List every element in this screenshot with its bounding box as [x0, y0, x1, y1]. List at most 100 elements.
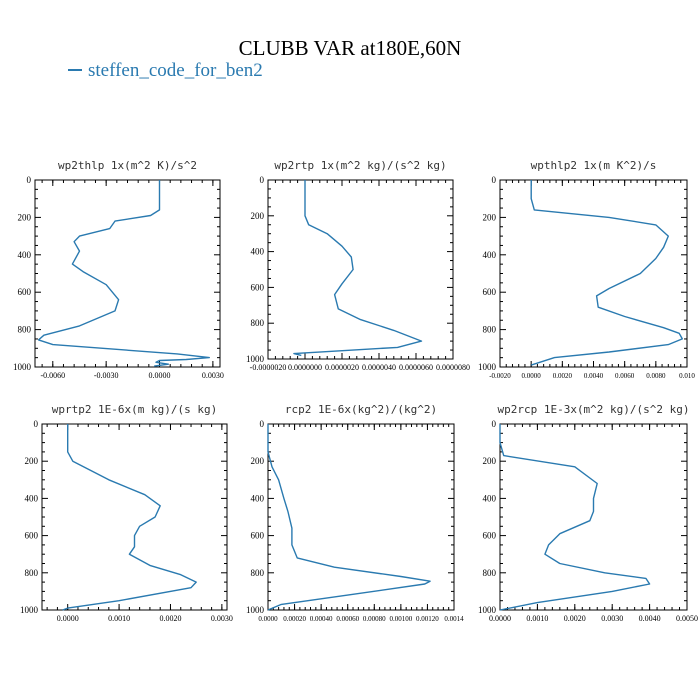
x-tick-label: 0.0014	[444, 615, 464, 623]
y-tick-label: 600	[18, 287, 32, 297]
panel-title: wprtp2 1E-6x(m kg)/(s kg)	[52, 403, 218, 416]
plot-frame	[499, 423, 688, 611]
x-tick-label: -0.0020	[489, 372, 511, 380]
series-line	[293, 180, 423, 357]
y-tick-label: 800	[483, 325, 497, 335]
x-tick-label: 0.0020	[564, 614, 586, 623]
y-tick-label: 0	[492, 419, 497, 429]
plot-frame	[41, 423, 228, 611]
x-tick-label: 0.0000	[522, 372, 542, 380]
y-tick-label: 1000	[13, 362, 32, 372]
x-tick-label: -0.0000020	[250, 363, 287, 372]
x-tick-label: 0.00040	[310, 615, 333, 623]
x-tick-label: 0.0000	[258, 615, 278, 623]
y-tick-label: 200	[251, 211, 265, 221]
y-tick-label: 600	[251, 531, 265, 541]
legend-line-swatch	[68, 68, 82, 71]
x-tick-label: 0.0000	[149, 371, 171, 380]
y-tick-label: 200	[25, 456, 39, 466]
x-tick-label: 0.0050	[676, 614, 698, 623]
x-tick-label: 0.0010	[108, 614, 130, 623]
y-tick-label: 1000	[478, 605, 497, 615]
x-tick-label: 0.00060	[336, 615, 359, 623]
y-tick-label: 200	[483, 212, 497, 222]
plot-frame	[34, 179, 221, 368]
y-tick-label: 600	[251, 282, 265, 292]
x-tick-label: 0.0000	[57, 614, 79, 623]
x-tick-label: 0.010	[679, 372, 695, 380]
y-tick-label: 0	[492, 175, 497, 185]
x-tick-label: 0.0030	[211, 614, 233, 623]
plot-frame	[267, 423, 455, 611]
x-tick-label: 0.0030	[202, 371, 224, 380]
x-tick-label: 0.0040	[584, 372, 604, 380]
y-tick-label: 200	[251, 456, 265, 466]
x-tick-label: 0.0000000	[288, 363, 322, 372]
chart-panel-2: wp2rtp 1x(m^2 kg)/(s^2 kg) 0 200 400 600 800 1…	[246, 159, 470, 372]
x-tick-label: 0.0040	[639, 614, 661, 623]
y-tick-label: 0	[27, 175, 32, 185]
x-tick-label: 0.0000080	[436, 363, 470, 372]
x-tick-label: 0.00080	[363, 615, 386, 623]
series-line	[530, 180, 683, 366]
chart-panel-1: wp2thlp 1x(m^2 K)/s^2 0 200 400 600 800 1000 -0…	[13, 159, 224, 380]
y-tick-label: 1000	[246, 354, 265, 364]
y-tick-label: 200	[483, 456, 497, 466]
y-tick-label: 600	[483, 287, 497, 297]
chart-panel-3: wpthlp2 1x(m K^2)/s 0 200 400 600 800 1000-0.0…	[478, 159, 695, 380]
x-tick-label: 0.00120	[416, 615, 439, 623]
y-tick-label: 400	[483, 493, 497, 503]
y-tick-label: 400	[251, 493, 265, 503]
x-tick-label: -0.0030	[94, 371, 119, 380]
series-line	[267, 424, 431, 611]
y-tick-label: 1000	[246, 605, 265, 615]
x-tick-label: 0.0080	[646, 372, 666, 380]
x-tick-label: 0.0020	[159, 614, 181, 623]
x-tick-label: -0.0060	[40, 371, 65, 380]
y-tick-label: 800	[18, 325, 32, 335]
panel-title: wp2rtp 1x(m^2 kg)/(s^2 kg)	[274, 159, 446, 172]
x-tick-label: 0.0020	[553, 372, 573, 380]
y-tick-label: 1000	[478, 362, 497, 372]
x-tick-label: 0.0000040	[362, 363, 396, 372]
y-tick-label: 800	[251, 318, 265, 328]
series-line	[37, 180, 211, 367]
x-tick-label: 0.0000060	[399, 363, 433, 372]
chart-panel-4: wprtp2 1E-6x(m kg)/(s kg) 0 200 400 600 800 10…	[20, 403, 233, 623]
y-tick-label: 800	[251, 568, 265, 578]
panel-title: wp2rcp 1E-3x(m^2 kg)/(s^2 kg)	[497, 403, 689, 416]
y-tick-label: 600	[25, 531, 39, 541]
x-tick-label: 0.0000	[489, 614, 511, 623]
y-tick-label: 800	[25, 568, 39, 578]
panel-title: wpthlp2 1x(m K^2)/s	[531, 159, 657, 172]
x-tick-label: 0.0000020	[325, 363, 359, 372]
y-tick-label: 200	[18, 212, 32, 222]
panel-title: wp2thlp 1x(m^2 K)/s^2	[58, 159, 197, 172]
plot-frame	[267, 179, 454, 360]
x-tick-label: 0.0030	[601, 614, 623, 623]
y-tick-label: 400	[251, 247, 265, 257]
chart-panel-5: rcp2 1E-6x(kg^2)/(kg^2) 0 200 400 600 800 1000…	[246, 403, 464, 623]
y-tick-label: 0	[260, 419, 265, 429]
chart-panel-6: wp2rcp 1E-3x(m^2 kg)/(s^2 kg)0 200 400 600 8…	[478, 403, 698, 623]
x-tick-label: 0.0010	[526, 614, 548, 623]
series-line	[499, 424, 651, 611]
y-tick-label: 400	[18, 250, 32, 260]
y-tick-label: 800	[483, 568, 497, 578]
x-tick-label: 0.00100	[389, 615, 412, 623]
x-tick-label: 0.0060	[615, 372, 635, 380]
legend-label: steffen_code_for_ben2	[88, 60, 263, 81]
y-tick-label: 600	[483, 531, 497, 541]
y-tick-label: 400	[25, 493, 39, 503]
page-title: CLUBB VAR at180E,60N	[238, 36, 462, 60]
y-tick-label: 400	[483, 250, 497, 260]
x-tick-label: 0.00020	[283, 615, 306, 623]
y-tick-label: 1000	[20, 605, 39, 615]
series-line	[62, 424, 197, 611]
y-tick-label: 0	[34, 419, 39, 429]
legend: steffen_code_for_ben2	[68, 60, 263, 82]
plot-frame	[499, 179, 688, 368]
y-tick-label: 0	[260, 175, 265, 185]
panel-title: rcp2 1E-6x(kg^2)/(kg^2)	[285, 403, 437, 416]
